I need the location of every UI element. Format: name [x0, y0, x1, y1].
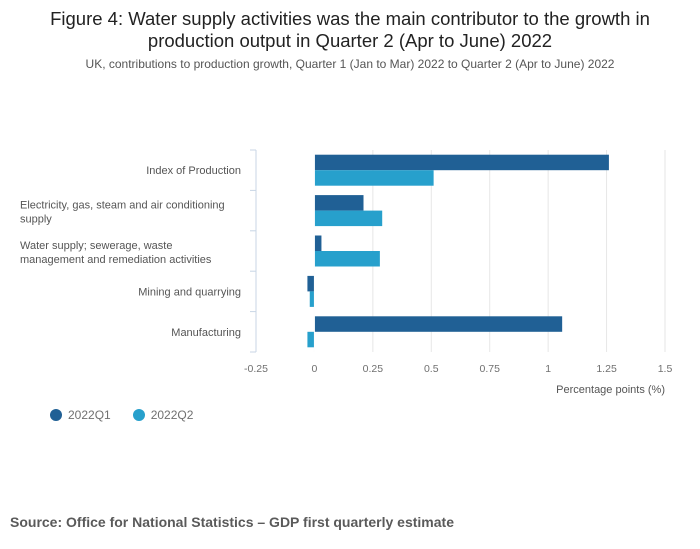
- chart-title: Figure 4: Water supply activities was th…: [50, 8, 650, 51]
- bar-2022q2-1: [314, 210, 383, 227]
- x-axis-title: Percentage points (%): [556, 384, 665, 396]
- legend-item-q2[interactable]: 2022Q2: [132, 408, 194, 422]
- bar-2022q1-4: [314, 316, 563, 332]
- category-label: Manufacturing: [171, 327, 241, 339]
- x-tick-label: 0.5: [424, 363, 439, 375]
- x-tick-label: 0.75: [479, 363, 500, 375]
- source-note: Source: Office for National Statistics –…: [10, 514, 454, 530]
- legend-swatch-q1: [50, 409, 62, 421]
- chart-subtitle: UK, contributions to production growth, …: [85, 57, 615, 71]
- bar-2022q1-3: [307, 275, 315, 292]
- x-tick-label: 0: [312, 363, 318, 375]
- bar-2022q2-0: [314, 170, 434, 186]
- x-tick-label: 1: [545, 363, 551, 375]
- bar-2022q1-2: [314, 235, 322, 251]
- category-label: Water supply; sewerage, waste management …: [20, 240, 212, 266]
- x-tick-label: 1.25: [596, 363, 617, 375]
- category-label: Mining and quarrying: [138, 286, 241, 298]
- category-label: Electricity, gas, steam and air conditio…: [20, 200, 225, 226]
- bar-2022q1-0: [314, 154, 609, 171]
- category-label: Index of Production: [146, 165, 241, 177]
- x-tick-label: 1.5: [658, 363, 673, 375]
- bar-2022q2-2: [314, 251, 380, 267]
- bar-2022q2-3: [309, 291, 315, 307]
- legend-label-q1: 2022Q1: [68, 408, 111, 422]
- legend: 2022Q1 2022Q2: [50, 408, 193, 422]
- legend-swatch-q2: [132, 409, 145, 421]
- x-tick-label: 0.25: [363, 363, 384, 375]
- bar-2022q2-4: [307, 331, 315, 348]
- bar-2022q1-1: [314, 195, 364, 211]
- x-tick-label: -0.25: [244, 363, 268, 375]
- legend-label-q2: 2022Q2: [150, 408, 194, 422]
- legend-item-q1[interactable]: 2022Q1: [50, 408, 111, 422]
